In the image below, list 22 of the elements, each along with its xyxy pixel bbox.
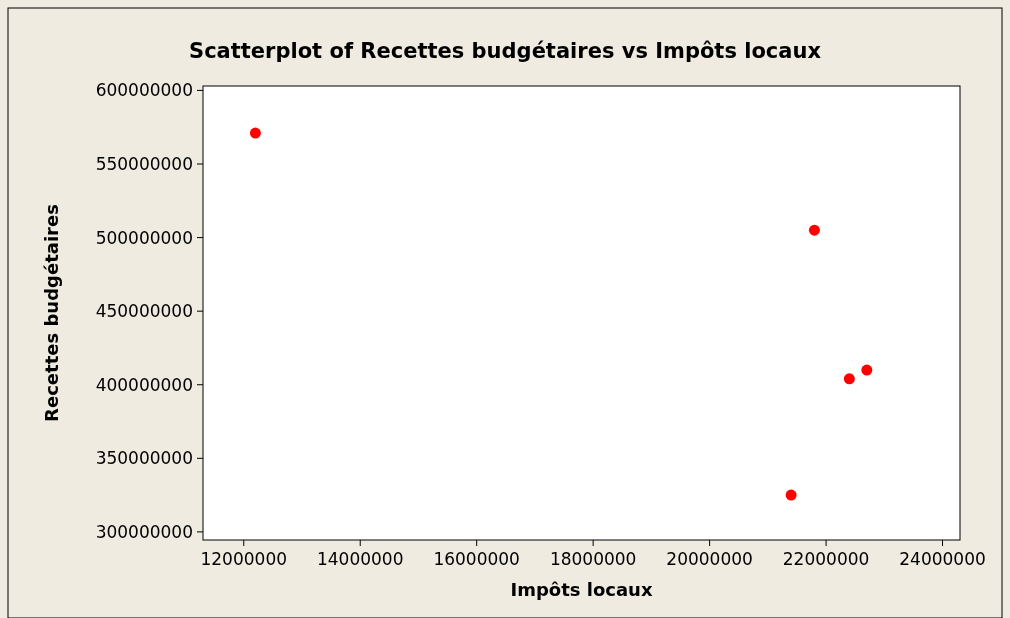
y-tick-label: 300000000 xyxy=(95,521,193,542)
x-tick-label: 24000000 xyxy=(899,549,986,569)
x-tick-label: 18000000 xyxy=(549,549,637,569)
x-axis-title: Impôts locaux xyxy=(510,579,653,600)
y-tick-label: 550000000 xyxy=(95,153,193,174)
point xyxy=(861,364,873,376)
point xyxy=(808,224,820,236)
x-tick-label: 14000000 xyxy=(316,549,404,569)
y-axis-title: Recettes budgétaires xyxy=(41,204,62,422)
x-tick-label: 20000000 xyxy=(666,549,753,569)
chart-title: Scatterplot of Recettes budgétaires vs Impôts locaux xyxy=(189,39,822,63)
x-tick-label: 12000000 xyxy=(200,549,288,569)
y-tick-label: 600000000 xyxy=(95,80,193,101)
x-tick-label: 22000000 xyxy=(782,549,870,569)
y-tick-label: 450000000 xyxy=(95,301,193,322)
point xyxy=(249,127,261,139)
y-tick-label: 500000000 xyxy=(95,227,193,248)
point xyxy=(843,373,855,385)
y-tick-label: 350000000 xyxy=(95,448,193,469)
y-tick-label: 400000000 xyxy=(95,374,193,395)
point xyxy=(785,489,797,501)
x-tick-label: 16000000 xyxy=(433,549,520,569)
